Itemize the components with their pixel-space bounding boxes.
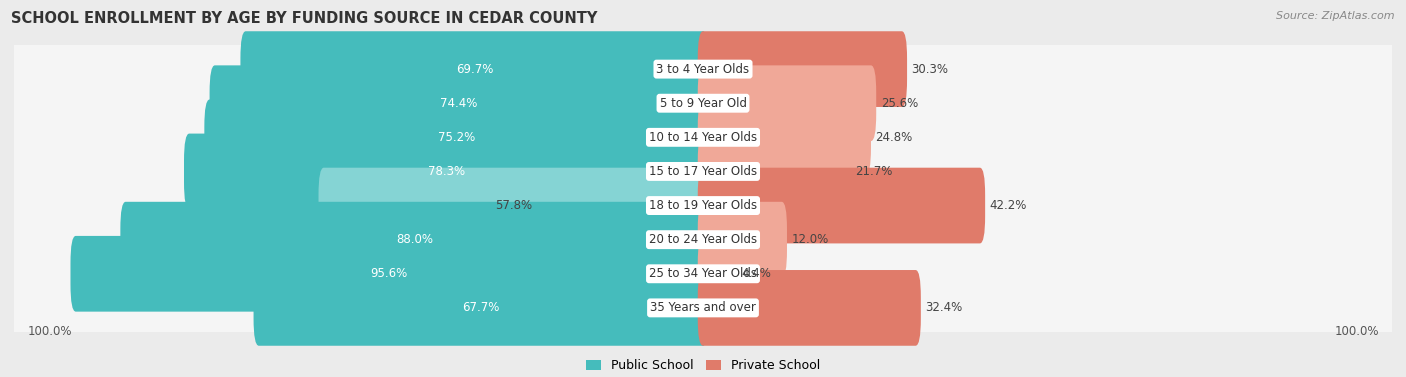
Text: 32.4%: 32.4% xyxy=(925,301,963,314)
Text: 24.8%: 24.8% xyxy=(876,131,912,144)
FancyBboxPatch shape xyxy=(184,133,709,209)
Text: 25 to 34 Year Olds: 25 to 34 Year Olds xyxy=(650,267,756,280)
FancyBboxPatch shape xyxy=(697,133,851,209)
FancyBboxPatch shape xyxy=(204,100,709,175)
FancyBboxPatch shape xyxy=(11,73,1395,202)
FancyBboxPatch shape xyxy=(697,168,986,244)
Legend: Public School, Private School: Public School, Private School xyxy=(581,354,825,377)
FancyBboxPatch shape xyxy=(319,168,709,244)
Text: Source: ZipAtlas.com: Source: ZipAtlas.com xyxy=(1277,11,1395,21)
FancyBboxPatch shape xyxy=(697,31,907,107)
FancyBboxPatch shape xyxy=(697,236,737,312)
FancyBboxPatch shape xyxy=(697,65,876,141)
Text: 78.3%: 78.3% xyxy=(427,165,465,178)
Text: 25.6%: 25.6% xyxy=(880,97,918,110)
FancyBboxPatch shape xyxy=(11,244,1395,372)
FancyBboxPatch shape xyxy=(11,39,1395,168)
Text: 35 Years and over: 35 Years and over xyxy=(650,301,756,314)
Text: 30.3%: 30.3% xyxy=(911,63,949,76)
Text: 57.8%: 57.8% xyxy=(495,199,531,212)
Text: 20 to 24 Year Olds: 20 to 24 Year Olds xyxy=(650,233,756,246)
Text: 5 to 9 Year Old: 5 to 9 Year Old xyxy=(659,97,747,110)
Text: 4.4%: 4.4% xyxy=(742,267,772,280)
Text: 10 to 14 Year Olds: 10 to 14 Year Olds xyxy=(650,131,756,144)
FancyBboxPatch shape xyxy=(121,202,709,277)
FancyBboxPatch shape xyxy=(11,5,1395,133)
Text: 3 to 4 Year Olds: 3 to 4 Year Olds xyxy=(657,63,749,76)
Text: 95.6%: 95.6% xyxy=(371,267,408,280)
Text: 100.0%: 100.0% xyxy=(1334,325,1379,338)
Text: 18 to 19 Year Olds: 18 to 19 Year Olds xyxy=(650,199,756,212)
Text: 67.7%: 67.7% xyxy=(463,301,499,314)
Text: 75.2%: 75.2% xyxy=(437,131,475,144)
Text: 100.0%: 100.0% xyxy=(27,325,72,338)
Text: SCHOOL ENROLLMENT BY AGE BY FUNDING SOURCE IN CEDAR COUNTY: SCHOOL ENROLLMENT BY AGE BY FUNDING SOUR… xyxy=(11,11,598,26)
FancyBboxPatch shape xyxy=(240,31,709,107)
Text: 74.4%: 74.4% xyxy=(440,97,478,110)
FancyBboxPatch shape xyxy=(697,270,921,346)
FancyBboxPatch shape xyxy=(11,175,1395,304)
Text: 88.0%: 88.0% xyxy=(396,233,433,246)
Text: 21.7%: 21.7% xyxy=(855,165,893,178)
FancyBboxPatch shape xyxy=(70,236,709,312)
FancyBboxPatch shape xyxy=(11,209,1395,338)
Text: 69.7%: 69.7% xyxy=(456,63,494,76)
FancyBboxPatch shape xyxy=(11,141,1395,270)
FancyBboxPatch shape xyxy=(697,202,787,277)
Text: 42.2%: 42.2% xyxy=(990,199,1028,212)
FancyBboxPatch shape xyxy=(697,100,870,175)
Text: 12.0%: 12.0% xyxy=(792,233,828,246)
FancyBboxPatch shape xyxy=(209,65,709,141)
FancyBboxPatch shape xyxy=(11,107,1395,236)
FancyBboxPatch shape xyxy=(253,270,709,346)
Text: 15 to 17 Year Olds: 15 to 17 Year Olds xyxy=(650,165,756,178)
